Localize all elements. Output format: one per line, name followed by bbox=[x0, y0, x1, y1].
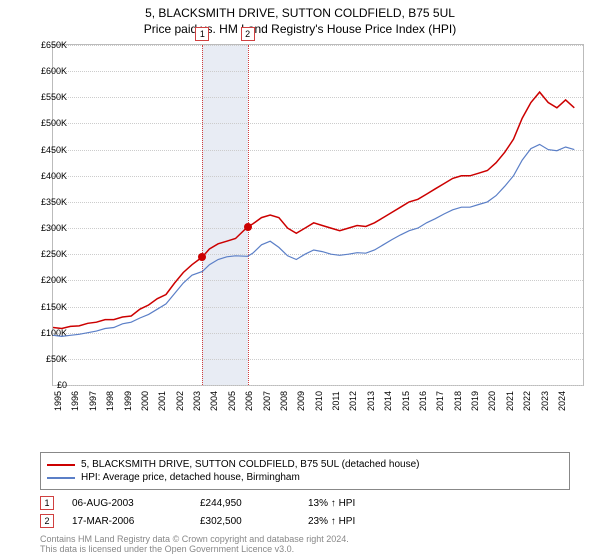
legend-item: 5, BLACKSMITH DRIVE, SUTTON COLDFIELD, B… bbox=[47, 459, 563, 470]
sale-date: 06-AUG-2003 bbox=[72, 498, 182, 509]
legend-label: 5, BLACKSMITH DRIVE, SUTTON COLDFIELD, B… bbox=[81, 459, 419, 470]
x-axis-label: 2020 bbox=[487, 391, 497, 411]
series-price_paid bbox=[53, 92, 574, 328]
gridline bbox=[53, 385, 583, 386]
sale-price: £244,950 bbox=[200, 498, 290, 509]
x-axis-label: 2010 bbox=[314, 391, 324, 411]
x-axis-label: 1996 bbox=[70, 391, 80, 411]
x-axis-label: 2019 bbox=[470, 391, 480, 411]
sale-row-marker: 1 bbox=[40, 496, 54, 510]
x-axis-label: 1998 bbox=[105, 391, 115, 411]
x-axis-label: 2013 bbox=[366, 391, 376, 411]
series-hpi bbox=[53, 144, 574, 336]
sale-dot bbox=[198, 253, 206, 261]
legend-label: HPI: Average price, detached house, Birm… bbox=[81, 472, 300, 483]
chart-area: £0£50K£100K£150K£200K£250K£300K£350K£400… bbox=[34, 44, 594, 414]
x-axis-label: 2003 bbox=[192, 391, 202, 411]
x-axis-label: 2015 bbox=[401, 391, 411, 411]
sale-marker-label: 2 bbox=[241, 27, 255, 41]
sale-delta: 13% ↑ HPI bbox=[308, 498, 355, 509]
sale-row: 2 17-MAR-2006 £302,500 23% ↑ HPI bbox=[40, 514, 600, 528]
sale-delta: 23% ↑ HPI bbox=[308, 516, 355, 527]
x-axis-label: 2000 bbox=[140, 391, 150, 411]
sale-dot bbox=[244, 223, 252, 231]
x-axis-label: 2012 bbox=[348, 391, 358, 411]
sale-date: 17-MAR-2006 bbox=[72, 516, 182, 527]
x-axis-label: 1995 bbox=[53, 391, 63, 411]
sale-row-marker: 2 bbox=[40, 514, 54, 528]
legend-swatch bbox=[47, 477, 75, 479]
x-axis-label: 2008 bbox=[279, 391, 289, 411]
x-axis-label: 2024 bbox=[557, 391, 567, 411]
legend-item: HPI: Average price, detached house, Birm… bbox=[47, 472, 563, 483]
legend-swatch bbox=[47, 464, 75, 466]
sale-price: £302,500 bbox=[200, 516, 290, 527]
chart-subtitle: Price paid vs. HM Land Registry's House … bbox=[0, 22, 600, 36]
x-axis-label: 2007 bbox=[262, 391, 272, 411]
series-svg bbox=[53, 45, 583, 385]
legend-box: 5, BLACKSMITH DRIVE, SUTTON COLDFIELD, B… bbox=[40, 452, 570, 490]
x-axis-label: 2011 bbox=[331, 391, 341, 410]
x-axis-label: 2001 bbox=[157, 391, 167, 411]
x-axis-label: 2002 bbox=[175, 391, 185, 411]
x-axis-label: 2006 bbox=[244, 391, 254, 411]
sales-table: 1 06-AUG-2003 £244,950 13% ↑ HPI 2 17-MAR-200… bbox=[40, 496, 600, 528]
footer-license: This data is licensed under the Open Gov… bbox=[40, 544, 600, 554]
x-axis-label: 2004 bbox=[209, 391, 219, 411]
x-axis-label: 2022 bbox=[522, 391, 532, 411]
x-axis-label: 2014 bbox=[383, 391, 393, 411]
x-axis-label: 2009 bbox=[296, 391, 306, 411]
x-axis-label: 1999 bbox=[123, 391, 133, 411]
x-axis-label: 2023 bbox=[540, 391, 550, 411]
plot-region: £0£50K£100K£150K£200K£250K£300K£350K£400… bbox=[52, 44, 584, 386]
chart-title: 5, BLACKSMITH DRIVE, SUTTON COLDFIELD, B… bbox=[0, 6, 600, 20]
x-axis-label: 2005 bbox=[227, 391, 237, 411]
sale-marker-label: 1 bbox=[195, 27, 209, 41]
x-axis-label: 1997 bbox=[88, 391, 98, 411]
x-axis-label: 2017 bbox=[435, 391, 445, 411]
x-axis-label: 2016 bbox=[418, 391, 428, 411]
sale-row: 1 06-AUG-2003 £244,950 13% ↑ HPI bbox=[40, 496, 600, 510]
x-axis-label: 2018 bbox=[453, 391, 463, 411]
footer-copyright: Contains HM Land Registry data © Crown c… bbox=[40, 534, 600, 544]
x-axis-label: 2021 bbox=[505, 391, 515, 411]
